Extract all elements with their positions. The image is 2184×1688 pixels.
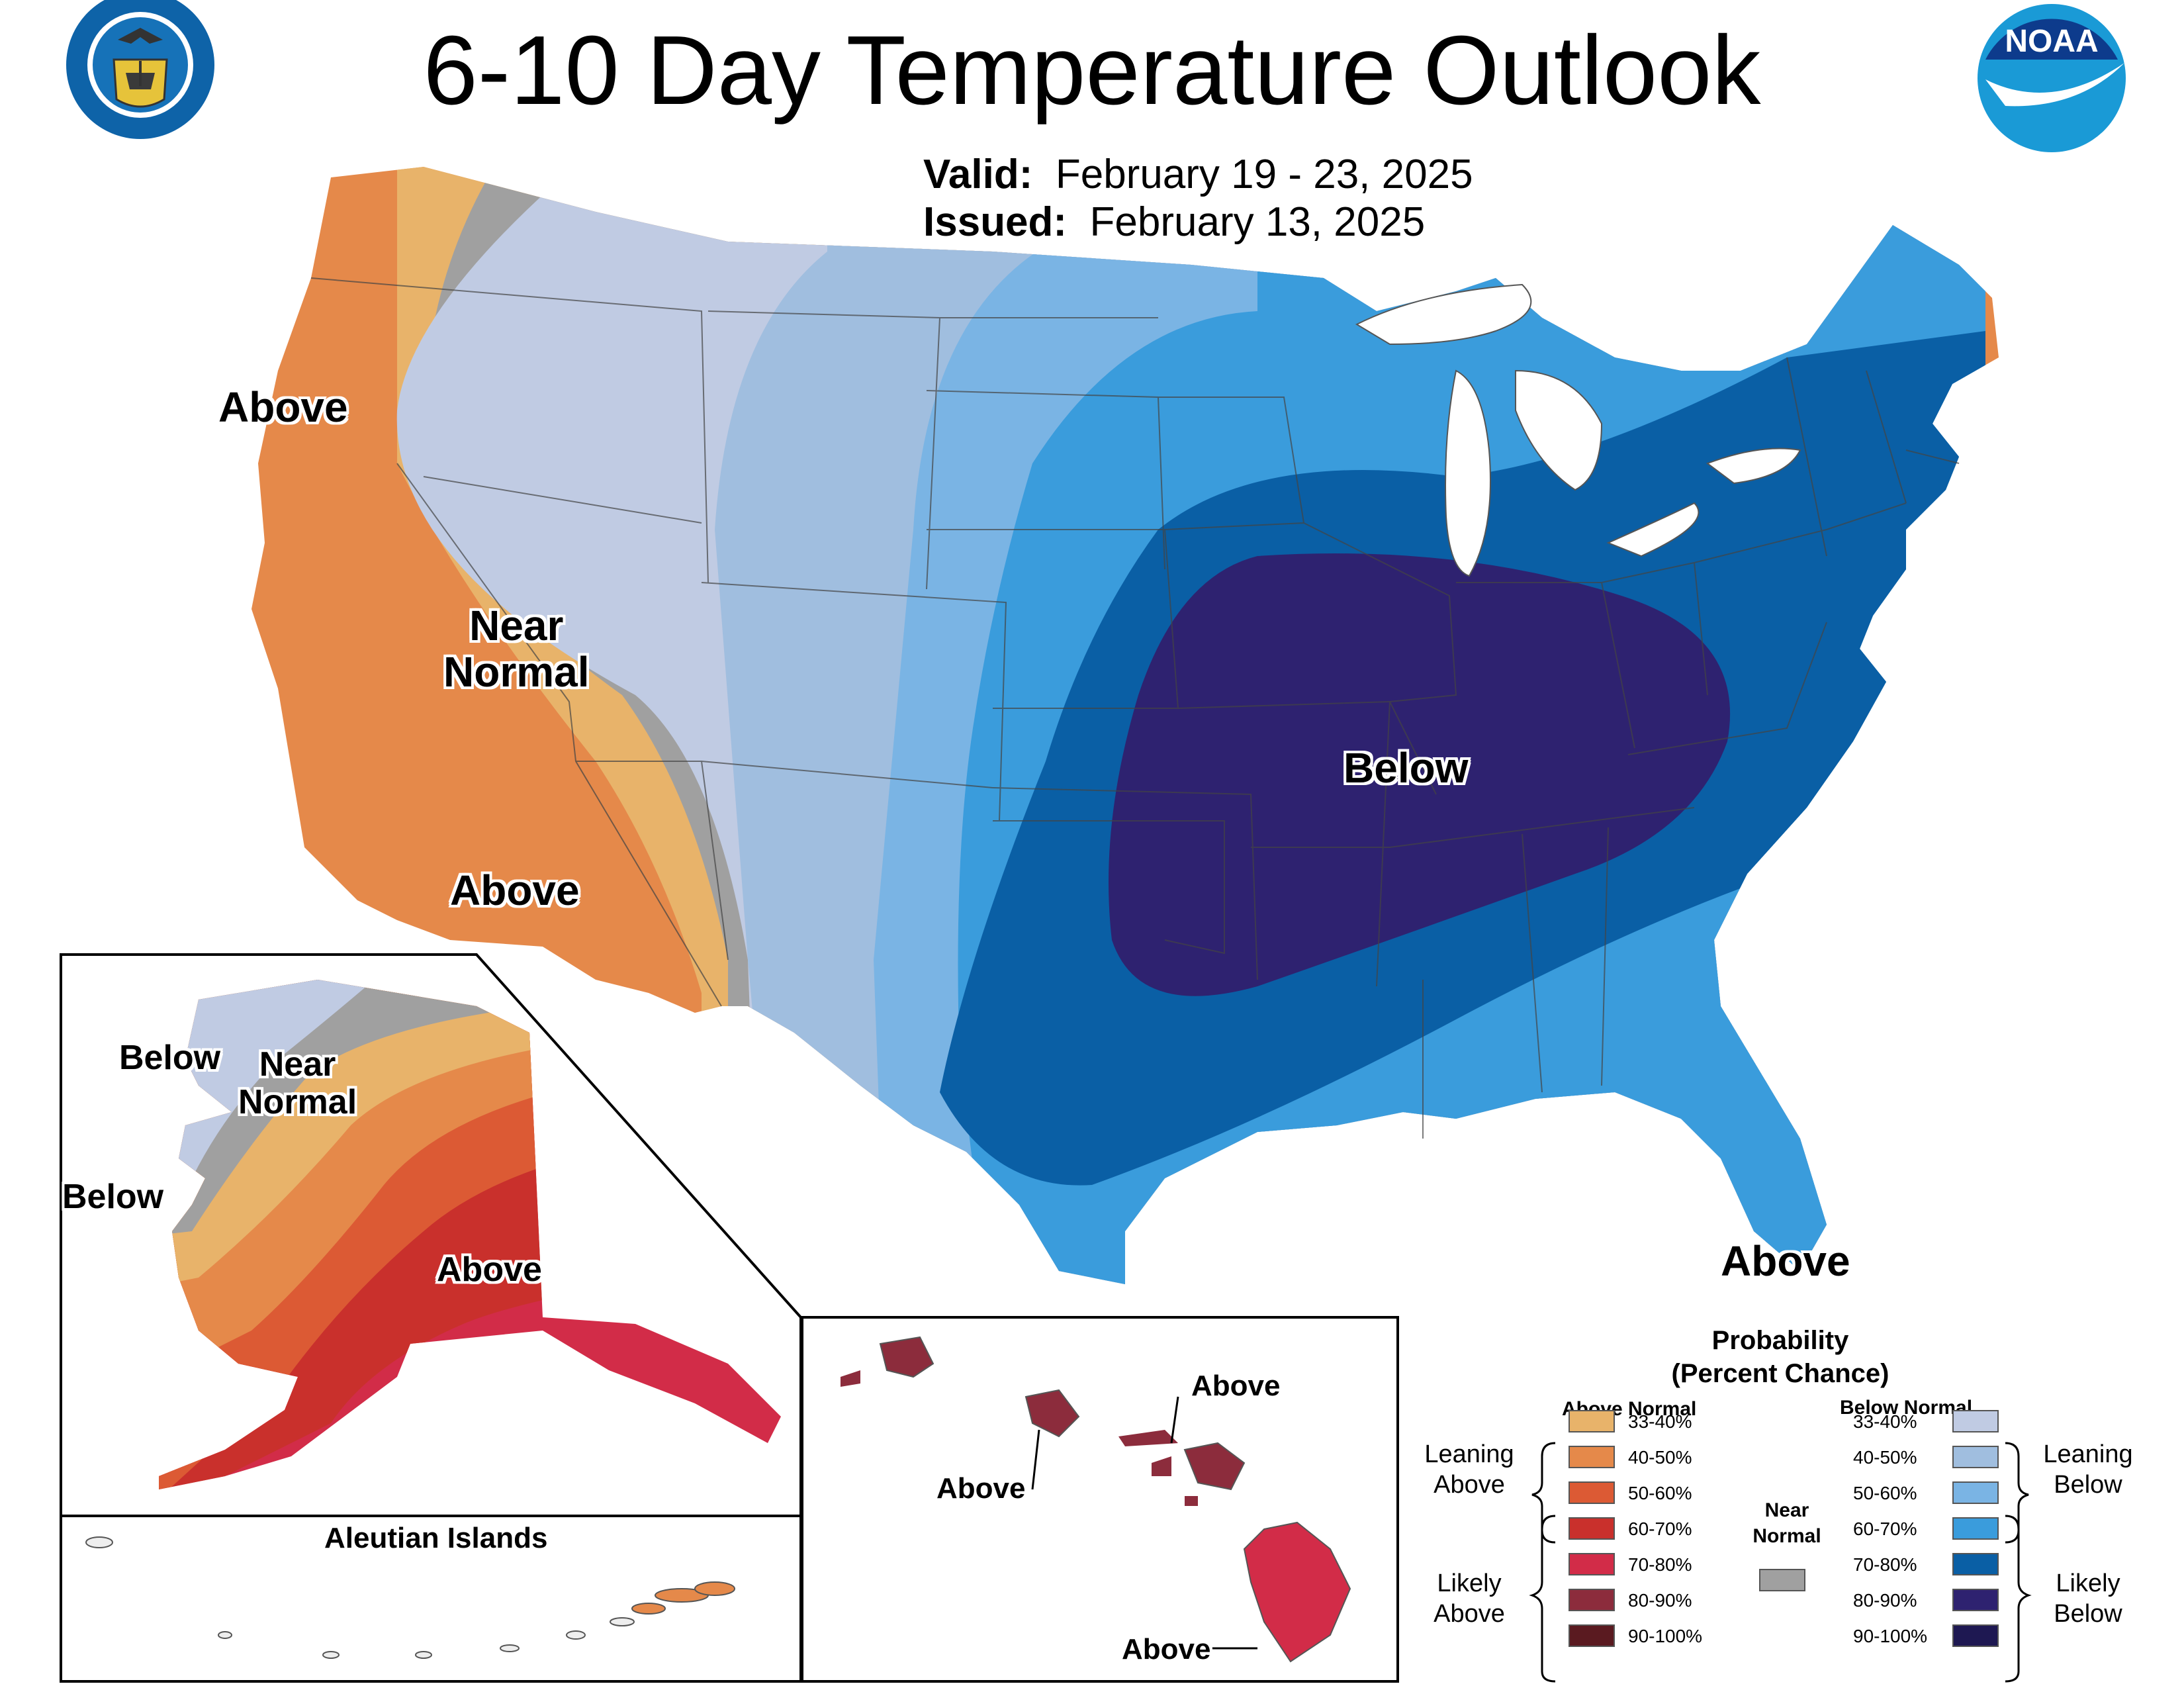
page-title: 6-10 Day Temperature Outlook xyxy=(423,16,1761,125)
above-bin-swatch xyxy=(1569,1553,1615,1575)
near-normal-legend-line-1: Near xyxy=(1764,1499,1809,1521)
leaning-below-line-1: Leaning xyxy=(2043,1440,2133,1468)
above-bin-label: 70-80% xyxy=(1628,1554,1692,1575)
below-bin-label: 40-50% xyxy=(1853,1447,1917,1468)
legend-heading-2: (Percent Chance) xyxy=(1671,1359,1889,1388)
below-bin-label: 60-70% xyxy=(1853,1519,1917,1539)
alaska-near-line-2: Normal xyxy=(238,1083,357,1122)
below-bin-swatch xyxy=(1952,1624,1999,1647)
near-normal-legend-line-2: Normal xyxy=(1752,1525,1821,1547)
issued-line: Issued: February 13, 2025 xyxy=(923,199,1473,246)
legend-braces xyxy=(1529,1442,2032,1683)
above-bin-label: 50-60% xyxy=(1628,1483,1692,1503)
likely-below-line-1: Likely xyxy=(2056,1570,2120,1597)
above-bin-swatch xyxy=(1569,1624,1615,1647)
aleutian-islands-title: Aleutian Islands xyxy=(324,1522,548,1554)
great-lakes xyxy=(1355,283,1801,577)
below-bin-swatch xyxy=(1952,1481,1999,1504)
above-bin-label: 33-40% xyxy=(1628,1411,1692,1432)
below-bin-label: 33-40% xyxy=(1853,1411,1917,1432)
legend-leaning-below: Leaning Below xyxy=(2035,1440,2141,1500)
alaska-near-normal-label: Near Normal xyxy=(238,1045,357,1122)
above-bin-label: 40-50% xyxy=(1628,1447,1692,1468)
hawaii-above-label-2: Above xyxy=(936,1472,1026,1505)
above-bin-swatch xyxy=(1569,1446,1615,1468)
above-bin-swatch xyxy=(1569,1481,1615,1504)
near-normal-line-1: Near xyxy=(469,602,564,649)
above-bin-label: 80-90% xyxy=(1628,1590,1692,1611)
above-bin-swatch xyxy=(1569,1517,1615,1540)
below-bin-label: 70-80% xyxy=(1853,1554,1917,1575)
below-bin-label: 80-90% xyxy=(1853,1590,1917,1611)
legend-likely-below: Likely Below xyxy=(2035,1569,2141,1629)
below-bin-swatch xyxy=(1952,1553,1999,1575)
above-bin-label: 60-70% xyxy=(1628,1519,1692,1539)
florida-above-label: Above xyxy=(1721,1237,1850,1285)
above-bin-swatch xyxy=(1569,1410,1615,1432)
near-normal-line-2: Normal xyxy=(443,648,590,696)
leaning-above-line-2: Above xyxy=(1433,1470,1505,1499)
hawaii-above-label-3: Above xyxy=(1122,1633,1211,1665)
aleutian-islands-shapes xyxy=(85,1536,735,1659)
likely-above-line-1: Likely xyxy=(1437,1570,1502,1597)
valid-issued-dates: Valid: February 19 - 23, 2025 Issued: Fe… xyxy=(923,151,1473,246)
legend-below-normal-header: Below Normal xyxy=(1840,1397,1973,1419)
west-above-label: Above xyxy=(218,383,348,431)
valid-label: Valid: xyxy=(923,152,1033,197)
valid-value: February 19 - 23, 2025 xyxy=(1055,152,1473,197)
below-bin-swatch xyxy=(1952,1589,1999,1611)
commerce-seal xyxy=(66,0,214,139)
svg-text:NOAA: NOAA xyxy=(2005,24,2098,59)
leaning-below-line-2: Below xyxy=(2054,1470,2122,1499)
above-bin-label: 90-100% xyxy=(1628,1626,1703,1646)
above-bin-swatch xyxy=(1569,1589,1615,1611)
alaska-above-label: Above xyxy=(437,1250,542,1289)
leaning-above-line-1: Leaning xyxy=(1424,1440,1514,1468)
below-bin-swatch xyxy=(1952,1446,1999,1468)
near-normal-label: Near Normal xyxy=(443,602,590,696)
below-bin-swatch xyxy=(1952,1410,1999,1432)
state-boundaries xyxy=(310,277,1960,1139)
below-bin-label: 50-60% xyxy=(1853,1483,1917,1503)
noaa-logo: NOAA xyxy=(1978,4,2126,152)
below-bin-swatch xyxy=(1952,1517,1999,1540)
below-bin-label: 90-100% xyxy=(1853,1626,1928,1646)
legend-leaning-above: Leaning Above xyxy=(1416,1440,1522,1500)
central-below-label: Below xyxy=(1343,744,1469,792)
near-normal-swatch xyxy=(1759,1569,1805,1591)
issued-value: February 13, 2025 xyxy=(1089,199,1426,245)
sw-above-label: Above xyxy=(450,867,580,914)
alaska-below-label-2: Below xyxy=(62,1178,164,1216)
likely-below-line-2: Below xyxy=(2054,1599,2122,1628)
hawaii-inset xyxy=(801,1316,1399,1683)
legend-heading: Probability (Percent Chance) xyxy=(1608,1324,1952,1390)
legend-likely-above: Likely Above xyxy=(1416,1569,1522,1629)
alaska-shading xyxy=(159,980,781,1489)
alaska-below-label-1: Below xyxy=(119,1039,221,1077)
legend-near-normal: Near Normal xyxy=(1747,1497,1827,1549)
issued-label: Issued: xyxy=(923,199,1068,245)
valid-line: Valid: February 19 - 23, 2025 xyxy=(923,151,1473,199)
alaska-near-line-1: Near xyxy=(259,1045,336,1084)
hawaii-above-label-1: Above xyxy=(1191,1370,1281,1402)
legend-heading-1: Probability xyxy=(1711,1326,1849,1355)
likely-above-line-2: Above xyxy=(1433,1599,1505,1628)
